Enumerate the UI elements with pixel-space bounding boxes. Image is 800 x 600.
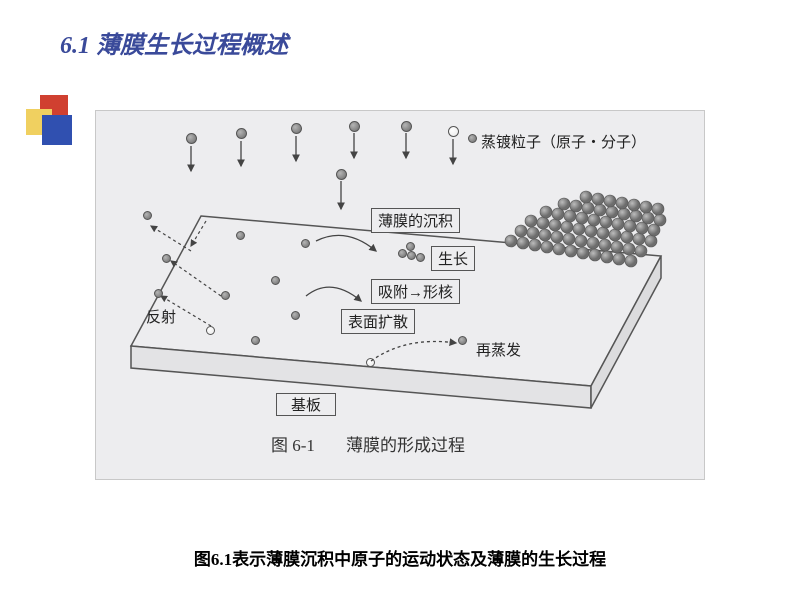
reevap-particle <box>458 336 467 345</box>
figure-number: 图 6-1 <box>271 431 315 456</box>
reevap-arrow <box>356 331 496 391</box>
vapor-particle <box>401 121 412 132</box>
vapor-particle <box>236 128 247 139</box>
vapor-particle <box>336 169 347 180</box>
reflected-particle <box>143 211 152 220</box>
page-caption: 图6.1表示薄膜沉积中原子的运动状态及薄膜的生长过程 <box>0 545 800 570</box>
vapor-particle <box>349 121 360 132</box>
reflected-particle <box>162 254 171 263</box>
label-reflection: 反射 <box>146 306 176 327</box>
logo-blue-square <box>42 115 72 145</box>
page-title: 6.1 薄膜生长过程概述 <box>60 25 288 60</box>
vapor-reference-dot <box>468 134 477 143</box>
label-growth: 生长 <box>431 246 475 271</box>
label-reevaporation: 再蒸发 <box>476 339 521 360</box>
adatom <box>271 276 280 285</box>
label-vapor: 蒸镀粒子（原子・分子） <box>481 131 646 152</box>
figure-title: 薄膜的形成过程 <box>346 431 465 456</box>
film-cluster <box>496 181 676 271</box>
diagram-container: 蒸镀粒子（原子・分子） 薄膜的沉积 生长 吸附→形核 表面扩散 <box>95 110 705 480</box>
reflection-arrows <box>116 201 266 351</box>
vapor-particle <box>291 123 302 134</box>
label-substrate: 基板 <box>276 393 336 416</box>
diffusion-arrows <box>296 226 416 326</box>
reflected-particle <box>154 289 163 298</box>
vapor-particle <box>186 133 197 144</box>
vapor-particle-light <box>448 126 459 137</box>
